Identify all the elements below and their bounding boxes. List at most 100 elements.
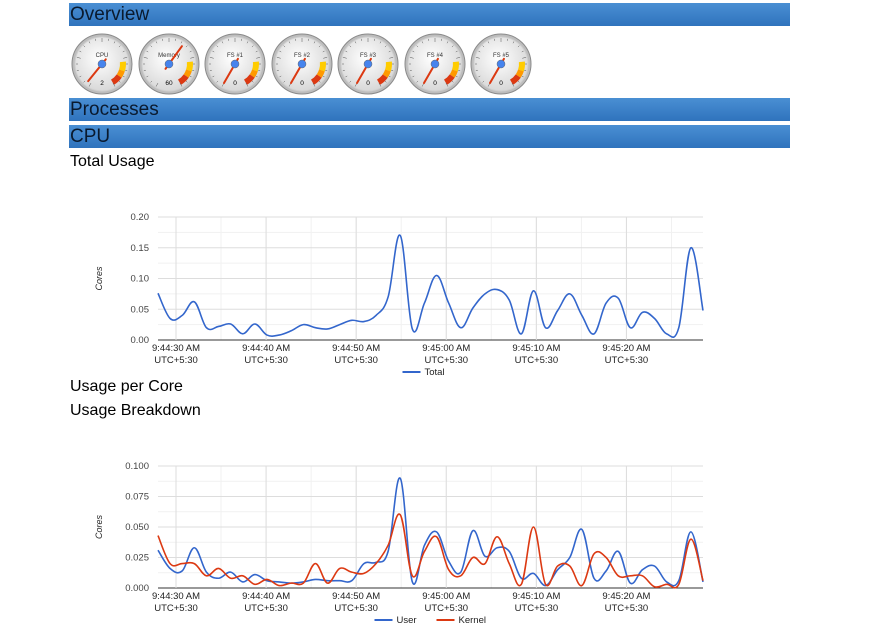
- total-usage-title: Total Usage: [70, 153, 155, 170]
- gauge-tick: [354, 41, 357, 44]
- gauge-tick: [517, 45, 520, 48]
- gauge-tick: [216, 45, 219, 48]
- gauge-value: 0: [366, 80, 370, 87]
- series-line-total: [157, 234, 704, 338]
- gauge-tick: [409, 69, 412, 71]
- gauge-tick: [185, 45, 188, 48]
- gauge-tick: [122, 50, 125, 53]
- gauge-value: 0: [300, 80, 304, 87]
- total-usage-chart: 0.000.050.100.150.209:44:30 AMUTC+5:309:…: [94, 212, 704, 378]
- gauge-label: FS #1: [227, 53, 244, 59]
- series-line-user: [157, 477, 704, 587]
- gauge-tick: [457, 69, 460, 71]
- gauge-tick: [411, 50, 414, 53]
- gauge-tick: [179, 82, 182, 87]
- gauge-tick: [228, 38, 230, 41]
- x-tick-label: UTC+5:30: [334, 603, 378, 614]
- gauge-tick: [107, 38, 109, 41]
- gauge-value: 2: [100, 80, 104, 87]
- gauge-tick: [191, 69, 194, 71]
- gauge-tick: [282, 45, 285, 48]
- legend-label: Total: [425, 367, 445, 378]
- gauge-yellow-band: [318, 61, 326, 72]
- gauge-tick: [294, 38, 296, 41]
- usage-breakdown-title: Usage Breakdown: [70, 402, 201, 419]
- gauge-tick: [76, 57, 81, 59]
- x-tick-label: UTC+5:30: [515, 355, 559, 366]
- gauge-tick: [118, 45, 121, 48]
- gauge-tick: [482, 80, 485, 83]
- y-tick-label: 0.20: [131, 212, 150, 223]
- x-tick-label: UTC+5:30: [154, 603, 198, 614]
- gauge-hub: [430, 59, 439, 69]
- section-header-cpu[interactable]: CPU: [69, 125, 790, 148]
- gauge: FS #3 0: [337, 33, 399, 95]
- gauge-tick: [307, 38, 309, 41]
- usage-per-core-title: Usage per Core: [70, 378, 183, 395]
- gauge-tick: [312, 82, 315, 87]
- gauge-tick: [445, 82, 448, 87]
- gauge-orange-band: [316, 69, 325, 78]
- gauge-tick: [123, 57, 128, 59]
- gauge-tick: [125, 69, 128, 71]
- gauge-tick: [455, 50, 458, 53]
- gauge-tick: [245, 82, 249, 87]
- gauge-yellow-band: [451, 61, 459, 72]
- gauge-tick: [79, 50, 82, 53]
- x-tick-label: 9:44:30 AM: [152, 343, 200, 354]
- gauge-label: FS #4: [426, 53, 443, 59]
- gauge-tick: [475, 57, 480, 59]
- section-header-overview[interactable]: Overview: [69, 3, 790, 26]
- gauge: CPU 2: [71, 33, 133, 95]
- section-header-processes[interactable]: Processes: [69, 98, 790, 121]
- gauge-orange-band: [183, 69, 192, 78]
- gauge-tick: [174, 38, 176, 41]
- gauge: FS #2 0: [271, 33, 332, 95]
- gauge-tick: [145, 50, 148, 53]
- gauge-tick: [255, 50, 258, 53]
- y-tick-label: 0.000: [125, 583, 149, 594]
- gauge-tick: [189, 75, 192, 78]
- gauge-label: FS #5: [493, 53, 510, 59]
- legend-label: User: [397, 615, 417, 625]
- gauge-tick: [149, 45, 152, 48]
- gauge-tick: [512, 41, 515, 44]
- gauge-tick: [521, 50, 524, 53]
- gauge-tick: [322, 50, 325, 53]
- gauge-tick: [322, 57, 327, 59]
- gauge-tick: [122, 75, 125, 78]
- gauge-label: CPU: [96, 53, 109, 59]
- gauge-orange-band: [249, 69, 258, 78]
- gauge-yellow-band: [518, 61, 525, 72]
- gauge-orange-band: [449, 69, 458, 78]
- gauge-orange-band: [382, 69, 391, 78]
- gauge-tick: [415, 80, 418, 83]
- y-axis-title: Cores: [94, 266, 104, 291]
- x-tick-label: 9:45:00 AM: [422, 591, 470, 602]
- gauge-tick: [113, 41, 116, 44]
- gauge: Memory 60: [138, 33, 199, 95]
- x-tick-label: 9:45:10 AM: [512, 343, 560, 354]
- x-tick-label: 9:44:30 AM: [152, 591, 200, 602]
- x-tick-label: UTC+5:30: [154, 355, 198, 366]
- gauge-tick: [475, 69, 478, 71]
- x-tick-label: 9:45:20 AM: [602, 343, 650, 354]
- y-tick-label: 0.15: [131, 243, 150, 254]
- gauge-tick: [322, 75, 325, 78]
- gauge-tick: [446, 41, 448, 44]
- gauge-yellow-band: [185, 61, 193, 72]
- gauge-tick: [251, 80, 254, 83]
- gauge-tick: [451, 80, 454, 83]
- x-tick-label: 9:45:10 AM: [512, 591, 560, 602]
- gauge-tick: [209, 57, 214, 59]
- gauge-tick: [282, 80, 285, 83]
- gauge-tick: [349, 45, 352, 48]
- gauge-tick: [517, 80, 520, 83]
- gauge-tick: [318, 45, 321, 48]
- gauge: FS #5 0: [470, 33, 532, 95]
- gauge-tick: [455, 75, 458, 78]
- x-tick-label: 9:45:00 AM: [422, 343, 470, 354]
- gauge-tick: [384, 45, 387, 48]
- gauge-tick: [189, 57, 194, 59]
